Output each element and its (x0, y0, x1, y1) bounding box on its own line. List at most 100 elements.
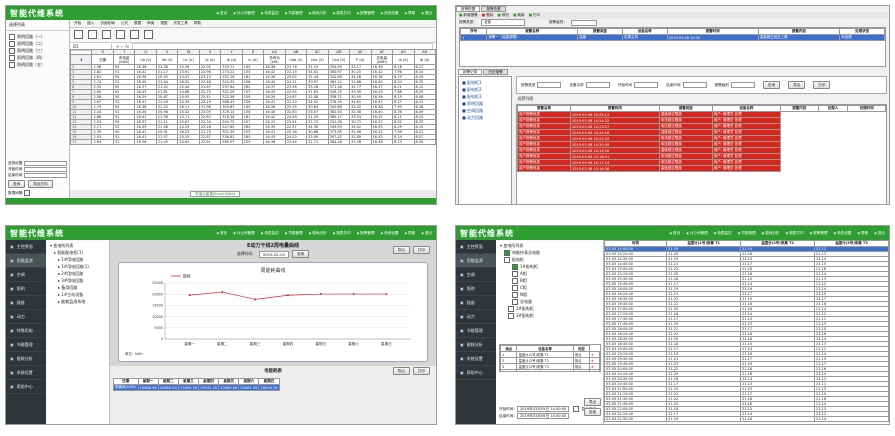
tree-item[interactable]: B相 (500, 277, 600, 284)
tree-item[interactable]: ▸ 智能配电柜(1) (54, 250, 83, 255)
query-button[interactable]: 查询 (583, 408, 601, 416)
nav-item[interactable]: 空调 (456, 268, 496, 282)
criteria-button[interactable]: 查询 (762, 81, 781, 89)
tree-item[interactable]: 3#配电柜 (500, 312, 600, 319)
ribbon-tab[interactable]: 页面布局 (100, 21, 115, 25)
device-list-item[interactable]: ■ 照明回路 (462, 101, 484, 106)
tree-checkbox[interactable] (9, 34, 15, 40)
nav-item[interactable]: 空调 (6, 268, 46, 282)
tree-checkbox[interactable] (504, 257, 510, 263)
nav-item[interactable]: 节能管理 (456, 324, 496, 338)
nav-item[interactable]: 动力 (456, 310, 496, 324)
ribbon-tab[interactable]: 视图 (160, 21, 168, 25)
table-row[interactable]: 16 2.93 52 16.43 21.57 25.15 22.87 336.81 160 16.… (70, 134, 436, 140)
print-button[interactable]: 打印 (412, 246, 430, 254)
tree-checkbox[interactable] (512, 264, 518, 270)
field-input[interactable] (24, 167, 67, 172)
menu-item-6[interactable]: 报警管理 (357, 11, 374, 16)
tree-item[interactable]: 电能抄表总电能 (500, 249, 600, 256)
menu-item-1[interactable]: 分公司管理 (233, 231, 255, 236)
table-export-button[interactable]: 导出 (392, 367, 410, 375)
tree-item[interactable]: 1#配电柜 (500, 263, 600, 270)
grid-row[interactable]: 03-05 16:30:00 21.23 21.19 21.17 (604, 296, 889, 302)
table-row[interactable]: 7 2.90 52 16.43 21.61 24.88 22.75 341.09 157 16.4… (70, 89, 436, 95)
nav-item[interactable]: 帮助中心 (6, 380, 46, 394)
date-input[interactable]: 2019-02-02 (258, 250, 289, 258)
tree-checkbox[interactable] (512, 285, 518, 291)
tree-item[interactable]: 2#配电柜 (500, 305, 600, 312)
ribbon-tab[interactable]: 公式 (120, 21, 128, 25)
nav-item[interactable]: 能耗分析 (6, 352, 46, 366)
tree-checkbox[interactable] (508, 313, 514, 319)
query-button[interactable]: 查询 (8, 180, 26, 188)
criteria-input[interactable] (537, 82, 562, 88)
tree-item[interactable]: 总电量 (500, 298, 600, 305)
format-icon[interactable] (88, 30, 97, 39)
nav-item[interactable]: 主控界面 (6, 240, 46, 254)
menu-item-1[interactable]: 分公司管理 (686, 231, 708, 236)
tab-1[interactable]: 报警查看 (481, 6, 506, 12)
paste-icon[interactable] (74, 30, 83, 39)
menu-item-0[interactable]: 首页 (216, 231, 227, 236)
field-input[interactable] (24, 161, 67, 166)
alarm-row[interactable]: 用户报警信息 2019-03-06 10:24:32 电流超过限值 用户: 管理员 处… (517, 117, 886, 124)
export-button[interactable]: 导出 (583, 398, 601, 406)
tree-item[interactable]: ▸ 备用回路 (58, 285, 78, 290)
table-print-button[interactable]: 打印 (412, 367, 430, 375)
menu-item-5[interactable]: 报表打印 (333, 231, 350, 236)
menu-item-2[interactable]: 电表监控 (714, 231, 731, 236)
table-row[interactable]: 14 2.71 51 16.39 21.48 24.19 23.28 347.62 162 16.… (70, 124, 436, 130)
menu-item-2[interactable]: 电表监控 (261, 11, 278, 16)
date-query-button[interactable]: 查询 (291, 250, 310, 258)
menu-item-8[interactable]: 帮助 (404, 231, 415, 236)
alarm-row[interactable]: 用户报警信息 2019-03-06 10:16:38 温度超过限值 用户: 管理员 处… (517, 165, 886, 172)
tree-item[interactable]: 配电柜 (500, 256, 600, 263)
cell-reference[interactable]: D5 (70, 44, 112, 49)
menu-item-6[interactable]: 报警管理 (810, 231, 827, 236)
nav-item[interactable]: 节能管理 (6, 338, 46, 352)
show-curve-checkbox[interactable] (573, 406, 580, 412)
alarm-row[interactable]: 用户报警信息 2019-03-06 10:22:18 温度超过限值 用户: 管理员 处… (517, 129, 886, 136)
menu-item-2[interactable]: 电表监控 (261, 231, 278, 236)
nav-item[interactable]: 用能监测 (6, 254, 46, 268)
field-input[interactable] (24, 173, 67, 178)
menu-item-7[interactable]: 系统设置 (834, 231, 851, 236)
tree-item[interactable]: ▸ 1#用电回路 (58, 257, 84, 262)
remove-icon[interactable]: ⊗ (589, 369, 600, 371)
grid-row[interactable]: 03-05 20:15:00 21.20 21.16 21.14 (604, 371, 889, 377)
criteria-button[interactable]: 导出 (788, 81, 806, 89)
nav-item[interactable]: 系统设置 (456, 352, 496, 366)
tree-item[interactable]: 照明回路（一） (9, 33, 66, 40)
toolbar-button-0[interactable]: ■新增报警 (459, 13, 478, 18)
tree-item[interactable]: C相 (500, 284, 600, 291)
table-row[interactable]: 17 2.64 51 16.38 21.05 24.62 22.51 285.97 159 16.… (70, 139, 436, 145)
menu-item-7[interactable]: 系统设置 (381, 231, 398, 236)
criteria-button[interactable]: 打印 (813, 81, 831, 89)
ribbon-tab[interactable]: 数据 (133, 21, 142, 25)
nav-item[interactable]: 插座 (6, 296, 46, 310)
tree-item[interactable]: ▾ 变电所列表 (50, 243, 74, 248)
alarm-row[interactable]: 用户报警信息 2019-03-06 10:19:26 温度超过限值 用户: 管理员 处… (517, 147, 886, 154)
device-list-item[interactable]: ■ 配电柜3 (462, 94, 482, 99)
grid-row[interactable]: 03-05 20:00:00 21.22 21.18 21.16 (604, 366, 889, 372)
menu-item-9[interactable]: 退出 (421, 231, 432, 236)
tree-item[interactable]: N相 (500, 291, 600, 298)
tree-checkbox[interactable] (512, 292, 518, 298)
device-list-item[interactable]: ■ 配电柜2 (462, 87, 482, 92)
ribbon-tab[interactable]: 审阅 (147, 21, 155, 25)
grid-row-selected[interactable]: 1 报警一（温度超限） 温度 空调主机 2019-03-06 10:25 温度超过设定上限… (460, 34, 885, 41)
tree-item[interactable]: ▸ 2#用电回路 (58, 271, 84, 276)
nav-item[interactable]: 照明 (456, 282, 496, 296)
table-row[interactable]: 周能耗(kWh) 19586.96 20960.53 17695.39 19542.35… (113, 384, 280, 391)
menu-item-4[interactable]: 能耗分析 (309, 231, 326, 236)
sheet-tab[interactable]: 可读计量表(Excel Data) (190, 191, 241, 197)
alarm-row[interactable]: 用户报警信息 2019-03-06 10:18:51 电流超过限值 用户: 管理员 处… (517, 153, 886, 160)
start-time-input[interactable]: 2019年03月05日 14:00:00 (516, 406, 570, 412)
interval-checkbox[interactable] (23, 190, 30, 196)
tree-item[interactable]: ▸ 1#用电回路(1) (58, 264, 89, 269)
tree-checkbox[interactable] (504, 250, 510, 256)
menu-item-9[interactable]: 退出 (421, 11, 432, 16)
menu-item-4[interactable]: 能耗分析 (309, 11, 326, 16)
align-icon[interactable] (116, 30, 125, 39)
criteria-input[interactable] (682, 82, 707, 88)
